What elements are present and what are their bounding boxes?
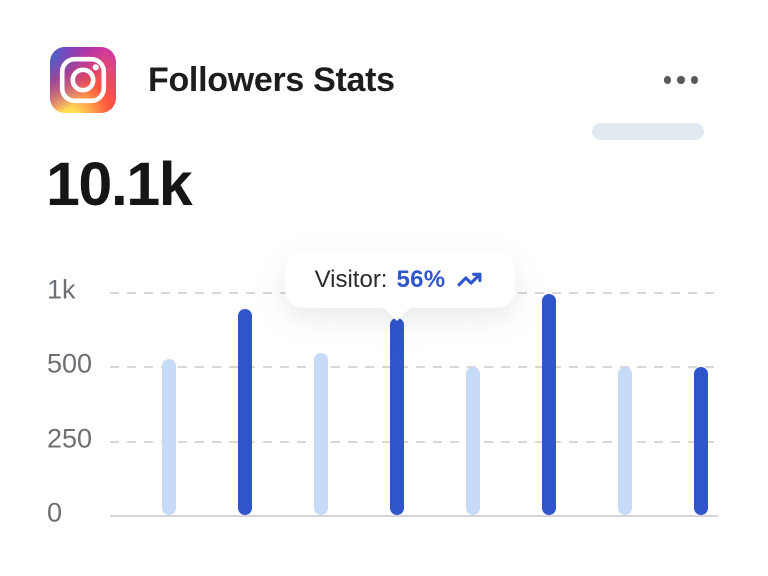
- more-options-button[interactable]: [652, 66, 710, 94]
- pill-indicator: [592, 123, 704, 140]
- chart-bar[interactable]: [161, 359, 176, 515]
- gridline: [110, 440, 718, 443]
- y-axis-tick-label: 1k: [47, 274, 76, 305]
- y-axis-tick-label: 250: [47, 423, 93, 454]
- chart-bar[interactable]: [465, 367, 480, 515]
- tooltip-value: 56%: [396, 265, 446, 293]
- ellipsis-dot: [677, 76, 685, 84]
- chart-bar[interactable]: [541, 293, 556, 515]
- card-title: Followers Stats: [148, 61, 395, 99]
- y-axis-tick-label: 500: [47, 348, 93, 379]
- ellipsis-dot: [663, 76, 672, 84]
- gridline: [110, 366, 718, 369]
- chart-tooltip: Visitor: 56%: [285, 251, 515, 321]
- instagram-icon: [50, 47, 116, 113]
- chart-bar[interactable]: [313, 353, 328, 515]
- chart-bar[interactable]: [693, 366, 708, 515]
- instagram-icon: [50, 47, 116, 113]
- tooltip-label: Visitor:: [314, 265, 388, 293]
- chart-bar[interactable]: [617, 366, 632, 515]
- y-axis-tick-label: 0: [47, 497, 63, 528]
- chart-bar[interactable]: [237, 309, 252, 515]
- chart-bar[interactable]: [389, 318, 404, 515]
- chart-tooltip-body: Visitor: 56%: [285, 251, 515, 321]
- followers-total: 10.1k: [46, 150, 193, 218]
- ellipsis-icon: [663, 76, 699, 84]
- trending-up-icon: [454, 267, 485, 292]
- ellipsis-dot: [690, 76, 699, 84]
- x-axis-baseline: [110, 515, 718, 517]
